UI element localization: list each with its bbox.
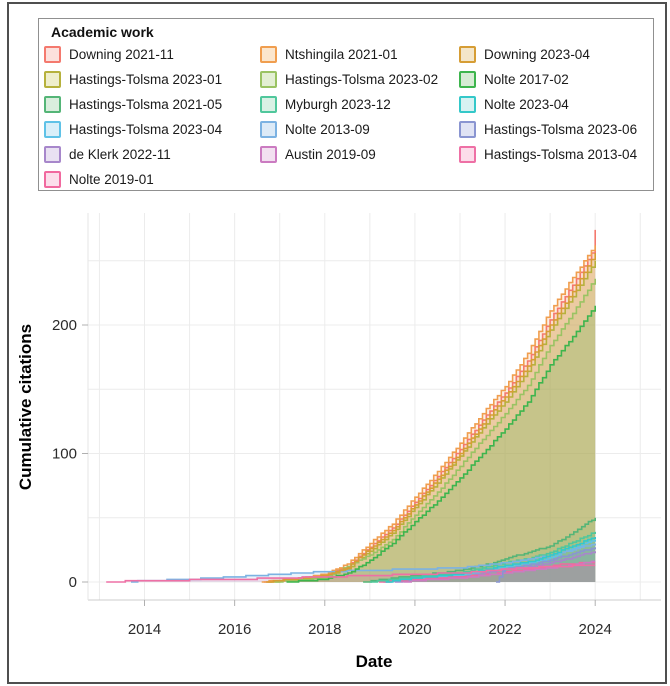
legend-swatch-icon <box>260 145 277 163</box>
x-tick-label: 2014 <box>128 621 161 638</box>
legend-item[interactable]: Nolte 2013-09 <box>260 120 438 138</box>
legend-item[interactable]: Nolte 2023-04 <box>459 95 637 113</box>
legend-swatch-icon <box>44 70 61 88</box>
legend-item-label: de Klerk 2022-11 <box>69 146 171 162</box>
tick-labels: 2014 2016 2018 2020 2022 2024 0 100 200 <box>52 317 612 638</box>
x-tick-label: 2018 <box>308 621 341 638</box>
series-area <box>275 278 596 582</box>
series-line <box>261 245 596 583</box>
axis-lines <box>87 213 661 601</box>
series-area <box>383 539 596 582</box>
series-area <box>266 253 596 582</box>
legend-item-label: Hastings-Tolsma 2021-05 <box>69 96 223 112</box>
legend-title: Academic work <box>51 24 154 40</box>
y-tick-label: 0 <box>69 574 77 591</box>
series-line <box>275 278 596 583</box>
legend-item-label: Myburgh 2023-12 <box>285 96 391 112</box>
legend-item-label: Austin 2019-09 <box>285 146 376 162</box>
legend-item-label: Hastings-Tolsma 2023-06 <box>484 121 638 137</box>
legend-item-label: Nolte 2023-04 <box>484 96 569 112</box>
x-tick-label: 2016 <box>218 621 251 638</box>
y-axis-title: Cumulative citations <box>16 324 35 490</box>
series-line <box>496 547 596 583</box>
legend-swatch-icon <box>44 170 61 188</box>
series-area <box>394 551 596 582</box>
series-area <box>106 565 596 582</box>
series-area <box>268 260 596 582</box>
series-line <box>263 229 596 583</box>
x-tick-label: 2020 <box>398 621 431 638</box>
series-area <box>385 537 596 582</box>
x-tick-label: 2022 <box>488 621 521 638</box>
legend-item-label: Hastings-Tolsma 2023-01 <box>69 71 223 87</box>
legend-item[interactable]: Hastings-Tolsma 2023-04 <box>44 120 222 138</box>
legend-item[interactable]: Austin 2019-09 <box>260 145 438 163</box>
y-tick-label: 100 <box>52 446 77 463</box>
legend-item[interactable]: Downing 2021-11 <box>44 45 222 63</box>
x-axis-title: Date <box>356 652 393 671</box>
legend-item-label: Downing 2021-11 <box>69 46 174 62</box>
legend-swatch-icon <box>459 95 476 113</box>
legend-item-label: Hastings-Tolsma 2013-04 <box>484 146 638 162</box>
legend-item-label: Nolte 2017-02 <box>484 71 569 87</box>
legend-item[interactable]: Hastings-Tolsma 2021-05 <box>44 95 222 113</box>
legend-column-1: Downing 2021-11 Hastings-Tolsma 2023-01 Ha… <box>44 45 222 195</box>
series-area <box>286 305 596 582</box>
legend-swatch-icon <box>459 70 476 88</box>
series-area <box>263 229 596 582</box>
legend-swatch-icon <box>44 145 61 163</box>
legend-item-label: Downing 2023-04 <box>484 46 590 62</box>
legend-swatch-icon <box>459 45 476 63</box>
legend-swatch-icon <box>44 120 61 138</box>
legend-item-label: Nolte 2019-01 <box>69 171 154 187</box>
legend-item-label: Nolte 2013-09 <box>285 121 370 137</box>
series-line <box>286 305 596 583</box>
series-line <box>363 517 596 583</box>
legend-item[interactable]: Ntshingila 2021-01 <box>260 45 438 63</box>
series-lines <box>106 229 596 583</box>
legend-item-label: Hastings-Tolsma 2023-04 <box>69 121 223 137</box>
legend-box: Academic work Downing 2021-11 Hastings-To… <box>38 18 654 191</box>
series-areas <box>106 229 596 583</box>
legend-item-label: Ntshingila 2021-01 <box>285 46 398 62</box>
legend-item[interactable]: Hastings-Tolsma 2013-04 <box>459 145 637 163</box>
legend-swatch-icon <box>260 45 277 63</box>
legend-item[interactable]: Downing 2023-04 <box>459 45 637 63</box>
legend-item[interactable]: Nolte 2017-02 <box>459 70 637 88</box>
legend-item[interactable]: Myburgh 2023-12 <box>260 95 438 113</box>
axis-ticks <box>82 324 596 606</box>
legend-column-3: Downing 2023-04 Nolte 2017-02 Nolte 2023-0… <box>459 45 637 170</box>
legend-swatch-icon <box>459 120 476 138</box>
legend-item-label: Hastings-Tolsma 2023-02 <box>285 71 439 87</box>
legend-swatch-icon <box>44 95 61 113</box>
series-line <box>106 564 596 583</box>
legend-item[interactable]: Hastings-Tolsma 2023-01 <box>44 70 222 88</box>
legend-swatch-icon <box>44 45 61 63</box>
legend-swatch-icon <box>260 70 277 88</box>
series-area <box>403 561 596 582</box>
x-tick-label: 2024 <box>579 621 612 638</box>
y-tick-label: 200 <box>52 317 77 334</box>
series-area <box>378 562 596 582</box>
legend-item[interactable]: Nolte 2019-01 <box>44 170 222 188</box>
series-line <box>266 253 596 583</box>
legend-swatch-icon <box>459 145 476 163</box>
legend-swatch-icon <box>260 95 277 113</box>
legend-item[interactable]: Hastings-Tolsma 2023-02 <box>260 70 438 88</box>
series-line <box>385 537 596 583</box>
legend-item[interactable]: de Klerk 2022-11 <box>44 145 222 163</box>
series-area <box>261 245 596 583</box>
legend-item[interactable]: Hastings-Tolsma 2023-06 <box>459 120 637 138</box>
series-line <box>131 543 596 583</box>
legend-swatch-icon <box>260 120 277 138</box>
legend-column-2: Ntshingila 2021-01 Hastings-Tolsma 2023-0… <box>260 45 438 170</box>
